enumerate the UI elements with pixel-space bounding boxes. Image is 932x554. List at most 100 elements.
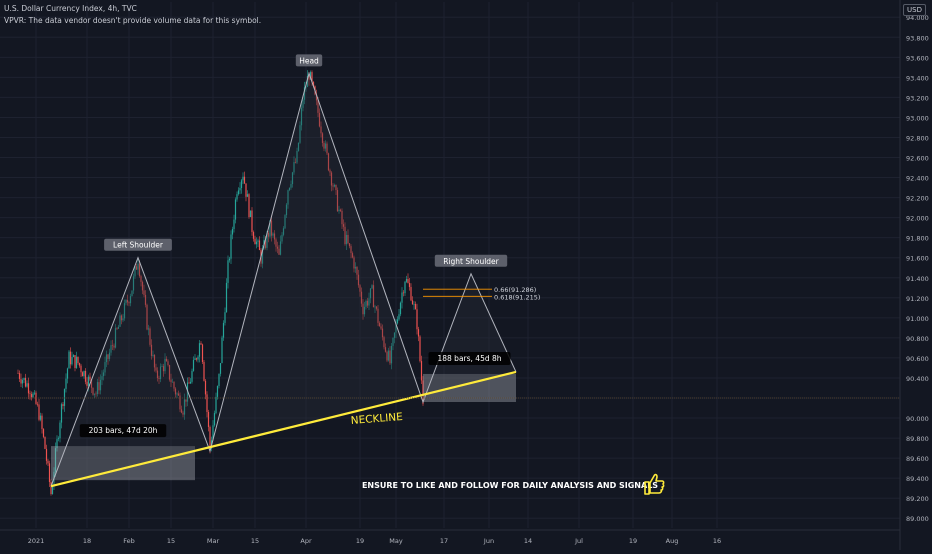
- candle-body: [132, 276, 135, 291]
- candle-body: [117, 326, 120, 329]
- candle-body: [45, 448, 48, 461]
- candle-body: [30, 394, 33, 398]
- candle-body: [153, 354, 156, 368]
- annotation-label: Left Shoulder: [113, 241, 164, 250]
- last-price-tag: [901, 393, 932, 403]
- candle-body: [396, 319, 399, 324]
- candle-body: [294, 162, 297, 163]
- price-tick-label: 89.600: [906, 455, 929, 463]
- candle-body: [276, 246, 279, 249]
- candle-body: [339, 209, 342, 211]
- candle-body: [155, 367, 157, 371]
- candle-body: [350, 246, 352, 254]
- candle-body: [80, 365, 82, 373]
- candle-body: [189, 381, 192, 384]
- candle-body: [150, 344, 153, 356]
- candle-body: [180, 409, 183, 413]
- candle-body: [191, 370, 193, 382]
- candle-body: [179, 395, 181, 410]
- candle-body: [417, 329, 420, 337]
- candle-body: [102, 372, 105, 377]
- candle-body: [273, 233, 276, 240]
- candle-body: [116, 328, 118, 329]
- candle-body: [147, 328, 150, 330]
- candle-body: [308, 76, 310, 80]
- candle-body: [213, 413, 216, 426]
- candle-body: [77, 356, 79, 364]
- candle-body: [411, 300, 414, 305]
- candle-body: [20, 378, 22, 384]
- candle-body: [125, 300, 127, 304]
- candle-body: [287, 190, 289, 205]
- candle-body: [288, 187, 291, 191]
- candle-body: [401, 292, 403, 303]
- candle-body: [144, 294, 147, 305]
- candle-body: [81, 372, 84, 377]
- candle-body: [342, 224, 345, 227]
- candle-body: [129, 296, 132, 304]
- candle-body: [258, 240, 261, 251]
- candle-body: [224, 312, 226, 323]
- candle-body: [279, 241, 282, 255]
- candle-body: [329, 170, 331, 173]
- candle-body: [293, 162, 295, 173]
- candle-body: [65, 378, 67, 389]
- candle-body: [237, 190, 240, 195]
- price-tick-label: 91.600: [906, 255, 929, 263]
- candle-body: [269, 220, 271, 237]
- candle-body: [131, 290, 133, 297]
- candle-body: [384, 347, 387, 352]
- candle-body: [207, 411, 210, 427]
- time-tick-label: 19: [356, 537, 364, 545]
- candle-body: [285, 204, 288, 216]
- candle-body: [299, 125, 301, 143]
- candle-body: [266, 232, 268, 248]
- annotation-badge[interactable]: [295, 54, 323, 67]
- candle-body: [23, 377, 25, 381]
- candle-body: [50, 481, 52, 494]
- candle-body: [62, 404, 64, 406]
- candle-body: [239, 188, 241, 191]
- measure-box[interactable]: [423, 373, 516, 403]
- price-tick-label: 90.400: [906, 375, 929, 383]
- candle-body: [326, 143, 328, 154]
- candle-body: [143, 290, 145, 295]
- candle-body: [44, 436, 46, 449]
- neckline-line[interactable]: [50, 370, 517, 488]
- time-tick-label: Jul: [574, 537, 583, 545]
- thumbs-up-icon: [644, 473, 665, 495]
- annotation-badge[interactable]: [104, 238, 172, 251]
- time-tick-label: Mar: [207, 537, 220, 545]
- candle-body: [408, 282, 411, 287]
- candle-body: [167, 361, 169, 366]
- candle-body: [246, 194, 249, 197]
- candle-body: [96, 382, 99, 394]
- candle-body: [101, 376, 103, 380]
- candle-body: [104, 362, 106, 373]
- promo-message: ENSURE TO LIKE AND FOLLOW FOR DAILY ANAL…: [362, 481, 658, 490]
- measure-label: 188 bars, 45d 8h: [437, 354, 501, 363]
- candle-body: [234, 199, 237, 220]
- candle-body: [137, 263, 139, 270]
- candle-body: [18, 373, 21, 379]
- candle-body: [413, 304, 415, 305]
- candle-body: [278, 248, 280, 255]
- candle-body: [305, 87, 307, 88]
- time-tick-label: Jun: [483, 537, 494, 545]
- candle-body: [369, 288, 372, 299]
- candle-body: [336, 190, 339, 212]
- candle-body: [69, 351, 72, 365]
- candle-body: [264, 240, 267, 248]
- head-shoulders-pattern[interactable]: [50, 71, 517, 487]
- currency-badge[interactable]: USD: [903, 4, 926, 16]
- annotation-badge[interactable]: [434, 254, 508, 267]
- candle-body: [360, 291, 363, 304]
- candle-body: [374, 306, 376, 308]
- candle-body: [404, 281, 406, 294]
- candle-body: [281, 234, 283, 242]
- candle-body: [416, 309, 418, 330]
- price-tick-label: 93.200: [906, 94, 929, 102]
- measure-box[interactable]: [51, 446, 195, 481]
